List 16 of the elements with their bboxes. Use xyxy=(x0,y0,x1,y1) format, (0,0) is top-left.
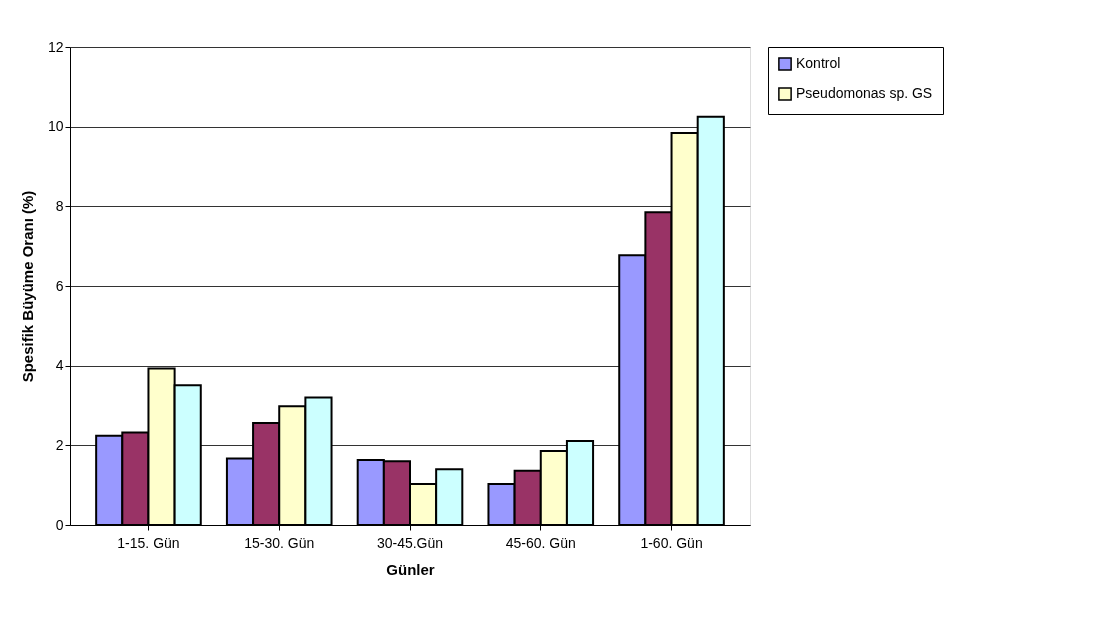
y-tick-label: 10 xyxy=(47,118,64,135)
x-tick-label: 30-45.Gün xyxy=(376,534,444,551)
y-tick-label: 8 xyxy=(55,197,64,214)
x-tick-label: 1-60. Gün xyxy=(640,534,703,551)
legend-label: Kontrol xyxy=(796,55,841,71)
y-axis-title: Spesifik Büyüme Oranı (%) xyxy=(18,190,36,383)
y-tick-label: 2 xyxy=(55,436,64,453)
y-tick-label: 6 xyxy=(55,277,64,294)
x-axis-title: Günler xyxy=(386,560,435,578)
x-tick-label: 45-60. Gün xyxy=(505,534,576,551)
y-tick-label: 0 xyxy=(55,516,64,533)
y-tick-label: 4 xyxy=(55,357,64,374)
legend-label: Pseudomonas sp. GS xyxy=(796,85,933,101)
y-tick-label: 12 xyxy=(47,38,64,55)
x-tick-label: 15-30. Gün xyxy=(244,534,315,551)
x-tick-label: 1-15. Gün xyxy=(117,534,180,551)
